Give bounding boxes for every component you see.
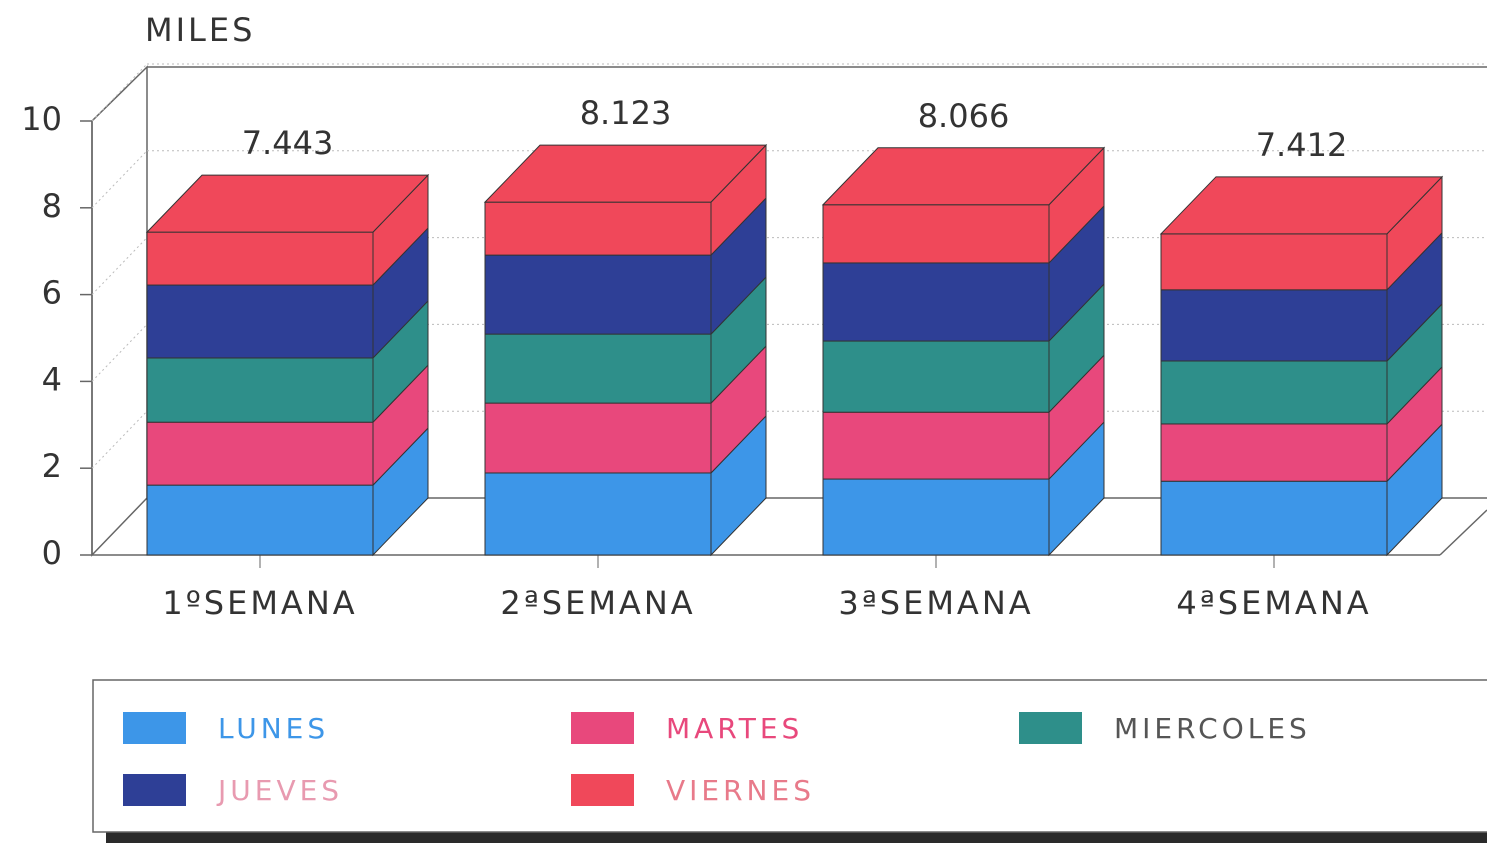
bar-segment [484, 254, 712, 335]
x-tick-label: 1ºSEMANA [162, 584, 357, 622]
x-tick-label: 4ªSEMANA [1176, 584, 1371, 622]
bar-segment [1160, 360, 1388, 425]
total-label: 7.443 [242, 124, 334, 162]
legend-label: LUNES [218, 712, 329, 745]
legend-label: MARTES [666, 712, 803, 745]
y-tick-label: 10 [21, 100, 62, 138]
bar-segment [1160, 289, 1388, 362]
y-tick-label: 2 [42, 447, 62, 485]
bar-segment [822, 262, 1050, 342]
legend-label: MIERCOLES [1114, 712, 1311, 745]
bar-top [145, 174, 430, 233]
bar-segment [1160, 423, 1388, 482]
legend-swatch [123, 774, 186, 806]
y-axis-label: MILES [145, 11, 255, 49]
bar-segment [1160, 233, 1388, 291]
bar-segment [484, 333, 712, 404]
bar-segment [146, 231, 374, 286]
grid-line [91, 237, 148, 295]
y-tick-label: 8 [42, 187, 62, 225]
grid-line [91, 410, 148, 469]
bar-segment [484, 472, 712, 556]
legend-label: VIERNES [666, 774, 815, 807]
legend-swatch [571, 712, 634, 744]
grid-line [91, 324, 148, 382]
bar-top [821, 147, 1106, 206]
total-label: 7.412 [1256, 126, 1348, 164]
y-tick-label: 6 [42, 274, 62, 312]
grid-line [91, 150, 148, 209]
bar-segment [1160, 480, 1388, 556]
x-tick-label: 3ªSEMANA [838, 584, 1033, 622]
y-tick-label: 0 [42, 534, 62, 572]
legend-swatch [123, 712, 186, 744]
bar-top [483, 144, 768, 203]
bar-segment [822, 478, 1050, 556]
legend-label: JUEVES [216, 774, 343, 807]
bar-segment [822, 340, 1050, 413]
bar-segment [484, 402, 712, 474]
x-tick-label: 2ªSEMANA [500, 584, 695, 622]
bar-segment [146, 484, 374, 556]
bar-segment [484, 201, 712, 256]
total-label: 8.123 [580, 94, 672, 132]
bar-top [1159, 176, 1444, 235]
floor-edge [1439, 509, 1487, 556]
side-wall [91, 65, 148, 557]
bar-segment [146, 284, 374, 359]
legend-box [92, 679, 1487, 833]
bar-segment [822, 204, 1050, 264]
legend-swatch [1019, 712, 1082, 744]
total-label: 8.066 [918, 97, 1010, 135]
legend-swatch [571, 774, 634, 806]
bar-segment [146, 421, 374, 486]
y-tick-label: 4 [42, 360, 62, 398]
grid-line [91, 63, 148, 122]
bar-segment [146, 357, 374, 423]
legend-shadow [106, 830, 1487, 843]
bar-segment [822, 411, 1050, 480]
